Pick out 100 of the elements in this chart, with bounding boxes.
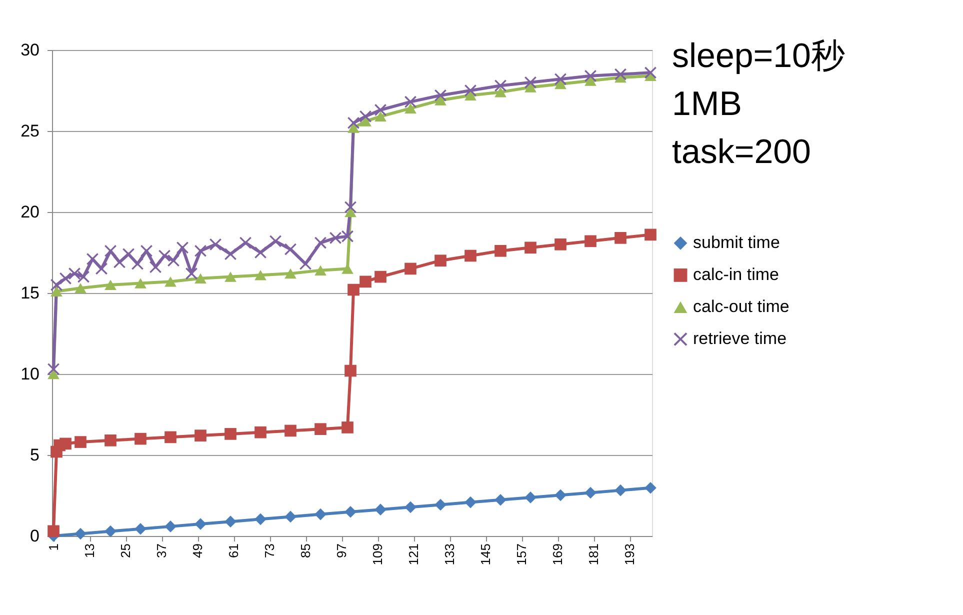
point	[194, 430, 206, 442]
x-tick-label: 121	[406, 544, 421, 566]
point	[584, 486, 596, 499]
text: 1MB	[672, 85, 742, 123]
y-tick-label: 10	[20, 364, 40, 384]
x-tick-label: 109	[370, 544, 385, 566]
point	[104, 525, 116, 538]
point	[348, 284, 360, 296]
point	[524, 492, 536, 504]
point	[554, 489, 566, 502]
x-tick-label: 25	[118, 544, 133, 558]
point	[74, 528, 86, 540]
point	[48, 525, 60, 538]
point	[494, 244, 506, 257]
point	[554, 238, 566, 250]
point	[404, 96, 416, 108]
point	[134, 278, 146, 288]
point	[314, 508, 326, 520]
point	[194, 244, 206, 257]
x-tick-label: 145	[478, 544, 493, 566]
point	[494, 494, 506, 506]
point	[68, 268, 80, 280]
point	[360, 276, 372, 288]
legend-label: submit time	[693, 233, 780, 252]
point	[284, 510, 296, 523]
point	[74, 436, 86, 448]
point	[224, 272, 236, 282]
point	[224, 248, 236, 260]
point	[86, 253, 98, 265]
point	[374, 270, 386, 283]
point	[164, 276, 176, 287]
point	[344, 506, 356, 518]
point	[270, 235, 282, 248]
point	[344, 364, 356, 377]
point	[644, 66, 656, 79]
point	[360, 116, 372, 126]
point	[48, 363, 60, 376]
point	[404, 103, 416, 114]
x-tick-label: 193	[622, 544, 637, 566]
point	[314, 265, 326, 276]
legend-label: retrieve time	[693, 329, 787, 348]
point	[254, 246, 266, 258]
x-tick-label: 133	[442, 544, 457, 566]
point	[584, 70, 596, 82]
point	[614, 484, 626, 496]
legend-label: calc-in time	[693, 265, 779, 284]
point	[434, 95, 446, 106]
point	[524, 82, 536, 92]
point	[614, 232, 626, 244]
point	[164, 431, 176, 444]
point	[164, 520, 176, 532]
point	[134, 432, 146, 445]
point	[554, 73, 566, 86]
point	[50, 286, 62, 297]
point	[176, 242, 188, 254]
point	[210, 238, 222, 250]
y-tick-label: 30	[20, 40, 40, 60]
x-tick-label: 73	[262, 544, 277, 558]
point	[104, 280, 116, 290]
x-tick-label: 181	[586, 544, 601, 566]
point	[404, 262, 416, 275]
point	[464, 90, 476, 100]
point	[360, 110, 372, 122]
point	[104, 434, 116, 446]
y-tick-label: 15	[20, 284, 40, 302]
point	[284, 268, 296, 279]
point	[60, 438, 72, 450]
point	[494, 86, 506, 98]
point	[314, 423, 326, 435]
y-tick-label: 0	[30, 526, 40, 546]
point	[464, 496, 476, 508]
text: sleep=10秒	[672, 37, 845, 75]
point	[374, 111, 386, 122]
point	[254, 513, 266, 526]
point	[224, 516, 236, 528]
x-tick-label: 157	[514, 544, 529, 566]
point	[584, 76, 596, 86]
x-tick-label: 97	[334, 544, 349, 558]
point	[140, 244, 152, 257]
y-tick-label: 20	[20, 202, 40, 222]
point	[60, 272, 72, 284]
x-tick-label: 169	[550, 544, 565, 566]
point	[374, 104, 386, 116]
x-tick-label: 49	[190, 544, 205, 558]
point	[434, 498, 446, 511]
point	[300, 258, 312, 270]
point	[342, 422, 354, 434]
point	[224, 428, 236, 440]
point	[404, 501, 416, 514]
y-tick-label: 5	[30, 446, 40, 464]
point	[434, 254, 446, 267]
legend-label: calc-out time	[693, 297, 790, 316]
point	[254, 426, 266, 438]
point	[348, 116, 360, 129]
point	[168, 254, 180, 267]
point	[194, 518, 206, 530]
point	[374, 504, 386, 516]
point	[348, 122, 360, 133]
x-tick-label: 13	[82, 544, 97, 558]
point	[644, 228, 656, 241]
